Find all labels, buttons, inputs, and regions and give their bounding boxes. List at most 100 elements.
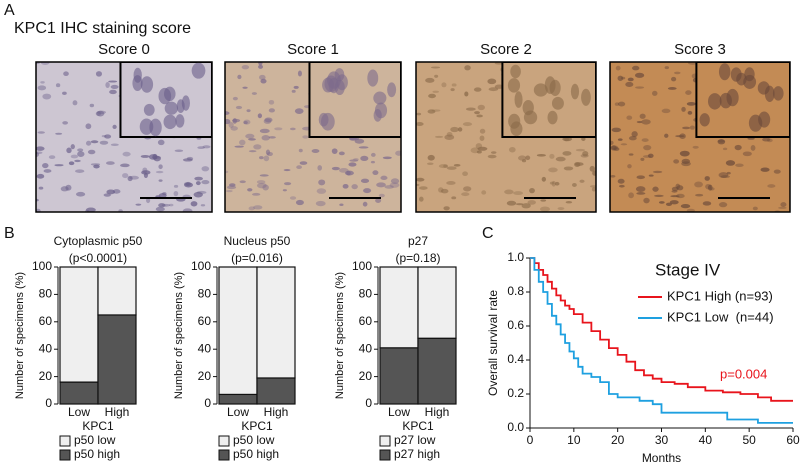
cell — [474, 111, 480, 115]
cell — [549, 181, 555, 185]
cell — [780, 202, 787, 208]
inset-cell — [164, 101, 179, 115]
cell — [268, 136, 276, 139]
cell — [419, 196, 424, 202]
cell — [229, 183, 236, 187]
cell — [525, 155, 531, 161]
cell — [40, 81, 45, 84]
cell — [274, 127, 283, 131]
legend-label: p27 high — [394, 447, 440, 461]
cell — [353, 158, 359, 161]
cell — [232, 118, 241, 123]
x-axis-label: KPC1 — [402, 419, 434, 433]
image-frame — [415, 61, 597, 213]
cell — [643, 145, 652, 151]
cell — [674, 71, 681, 75]
cell — [686, 101, 696, 106]
cell — [635, 86, 645, 89]
cell — [200, 204, 206, 207]
bar-segment — [218, 393, 258, 405]
cell — [563, 166, 574, 171]
cell — [541, 176, 547, 182]
cell — [106, 161, 115, 165]
cell — [610, 140, 614, 145]
cell — [152, 153, 158, 160]
cell — [43, 169, 52, 173]
cell — [95, 71, 102, 77]
legend-label: KPC1 High (n=93) — [667, 288, 773, 303]
x-tick-label: 40 — [699, 433, 713, 447]
legend-swatch — [379, 435, 391, 447]
cell — [641, 138, 649, 142]
cell — [77, 151, 85, 157]
micrograph — [416, 62, 596, 212]
cell — [671, 76, 677, 82]
cell — [225, 118, 231, 125]
cell — [331, 166, 340, 171]
image-frame — [35, 61, 213, 213]
cell — [554, 181, 560, 186]
cell — [70, 154, 79, 159]
cell — [37, 131, 45, 134]
cell — [370, 160, 375, 164]
cell — [416, 177, 425, 182]
chart-title: p27 — [408, 234, 428, 248]
bar-segment — [379, 266, 419, 349]
cell — [173, 190, 179, 197]
cell — [527, 200, 536, 205]
cell — [636, 120, 643, 124]
cell — [508, 146, 516, 153]
cell — [446, 132, 453, 137]
cell — [93, 164, 100, 169]
cell — [105, 82, 110, 89]
cell — [283, 169, 291, 172]
cell — [428, 93, 436, 99]
y-tick-label: 80 — [39, 287, 53, 301]
cell — [264, 117, 273, 123]
x-tick-label: High — [425, 405, 450, 419]
x-tick-label: 50 — [742, 433, 756, 447]
cell — [440, 188, 449, 194]
cell — [451, 196, 457, 200]
cell — [434, 135, 444, 138]
cell — [686, 208, 695, 212]
cell — [63, 71, 69, 77]
y-axis-label: Number of specimens (%) — [334, 272, 346, 399]
cell — [315, 200, 326, 207]
axes — [529, 258, 793, 429]
inset-cell — [581, 88, 591, 106]
cell — [742, 151, 752, 157]
cell — [36, 151, 43, 155]
cell — [376, 182, 386, 188]
cell — [685, 90, 692, 96]
image-label: Score 0 — [98, 41, 150, 58]
cell — [36, 208, 41, 212]
bar-segment — [97, 266, 137, 316]
cell — [681, 161, 691, 167]
chart-title: Nucleus p50 — [224, 234, 291, 248]
cell — [462, 122, 473, 127]
cell — [158, 203, 166, 208]
cell — [295, 199, 304, 206]
cell — [289, 196, 297, 200]
inset-cell — [551, 96, 564, 110]
inset-cell — [139, 118, 154, 135]
cell — [201, 179, 210, 185]
cell — [375, 198, 382, 203]
cell — [239, 139, 246, 146]
cell — [661, 108, 671, 114]
y-tick-label: 0 — [45, 396, 52, 410]
cell — [555, 156, 566, 162]
panel-title: KPC1 IHC staining score — [14, 20, 191, 37]
cell — [627, 164, 632, 169]
cell — [675, 135, 685, 138]
y-axis-label: Number of specimens (%) — [173, 272, 185, 399]
cell — [246, 109, 251, 113]
chart-subtitle: (p=0.016) — [231, 251, 283, 265]
x-tick-label: High — [105, 405, 130, 419]
cell — [643, 197, 650, 204]
cell — [632, 65, 640, 71]
cell — [694, 181, 703, 188]
cell — [640, 157, 645, 161]
cell — [562, 151, 572, 156]
